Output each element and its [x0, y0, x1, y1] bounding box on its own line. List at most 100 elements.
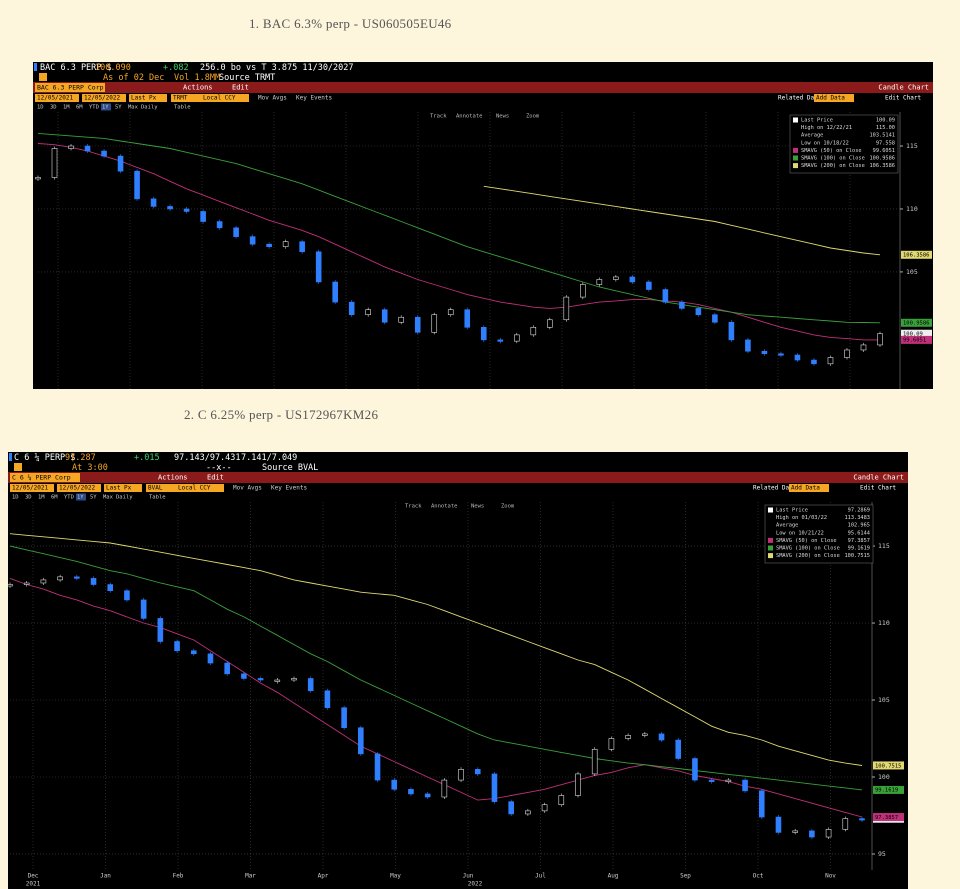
field-box — [82, 94, 126, 102]
period[interactable]: Max — [128, 105, 139, 111]
y-tick-label: 115 — [906, 142, 918, 150]
candle — [374, 753, 381, 781]
menu-button[interactable]: Actions — [183, 84, 213, 92]
candle — [497, 339, 504, 342]
x-tick-label: Mar — [245, 873, 256, 880]
field[interactable]: Last Px — [131, 95, 157, 102]
x-tick-label: Oct — [753, 873, 764, 880]
value-tag — [901, 318, 932, 327]
candle — [844, 349, 850, 358]
option: Key Events — [271, 485, 308, 492]
candle — [266, 243, 272, 248]
field[interactable]: 12/05/2021 — [12, 485, 49, 492]
candle — [307, 678, 314, 692]
legend — [789, 114, 899, 174]
period[interactable]: 3D — [25, 495, 32, 501]
field[interactable]: TRMT — [173, 95, 188, 102]
period[interactable]: 6M — [76, 105, 83, 111]
option: Key Events — [296, 95, 333, 102]
period[interactable]: YTD — [89, 105, 99, 111]
legend-swatch — [768, 507, 773, 513]
candle — [827, 357, 834, 365]
icon — [39, 73, 47, 81]
candle — [629, 276, 636, 283]
candle — [348, 301, 355, 316]
period-active — [76, 493, 86, 501]
value-tag-label: 106.3586 — [903, 253, 930, 259]
period[interactable]: 1M — [38, 495, 45, 501]
candle — [458, 769, 464, 781]
period[interactable]: YTD — [64, 495, 74, 501]
candle — [695, 308, 702, 316]
period[interactable]: Daily — [116, 495, 133, 501]
value-tag — [901, 335, 932, 344]
legend-value: 102.965 — [848, 523, 870, 529]
period[interactable]: 1D — [12, 495, 19, 501]
candle — [101, 150, 107, 157]
x-tick-label: May — [390, 873, 401, 880]
legend-label: High on 01/03/22 — [776, 515, 827, 521]
field[interactable]: Local CCY — [203, 95, 236, 102]
chart: C 6 ¼ PERP $97.287 +.015 97.143/97.431 7.14… — [8, 452, 908, 889]
field-box — [176, 484, 224, 492]
period[interactable]: 5Y — [115, 105, 122, 111]
y-tick-label: 110 — [878, 619, 890, 627]
field[interactable]: BVAL — [148, 485, 163, 492]
legend-label: Average — [801, 133, 823, 139]
chart-type: Candle Chart — [878, 84, 929, 92]
period[interactable]: Max — [103, 495, 114, 501]
legend-value: 100.09 — [876, 118, 895, 124]
menu-button[interactable]: Edit — [232, 84, 249, 92]
legend-value: 106.3586 — [869, 163, 895, 169]
period[interactable]: 1D — [37, 105, 44, 111]
moving-average-line — [9, 577, 863, 818]
value-tag-label: 100.7515 — [875, 763, 902, 769]
candle — [447, 309, 454, 316]
security: BAC 6.3 PERP Corp — [37, 84, 104, 92]
period[interactable]: 5Y — [90, 495, 97, 501]
caption: 2. C 6.25% perp - US172967KM26 — [184, 407, 379, 422]
field[interactable]: 12/05/2022 — [84, 95, 121, 102]
legend-value: 99.6051 — [873, 148, 895, 154]
period[interactable]: 6M — [51, 495, 58, 501]
y-tick-label: 105 — [878, 696, 890, 704]
field-box — [201, 94, 249, 102]
field[interactable]: Last Px — [106, 485, 132, 492]
field[interactable]: 12/05/2022 — [59, 485, 96, 492]
period[interactable]: 1Y — [77, 495, 84, 501]
legend-label: SMAVG (100) on Close — [776, 546, 840, 552]
period[interactable]: 1Y — [102, 105, 109, 111]
field[interactable]: 12/05/2021 — [37, 95, 74, 102]
y-tick-label: 95 — [878, 850, 886, 858]
field-box — [171, 94, 209, 102]
period[interactable]: Daily — [141, 105, 158, 111]
candle — [291, 678, 297, 681]
value-tag-label: 100.9586 — [903, 321, 930, 327]
security-box — [10, 473, 80, 482]
toolbar — [33, 82, 933, 93]
x-tick-label: Aug — [608, 873, 619, 880]
tool: Annotate — [431, 504, 458, 510]
candle — [642, 733, 648, 736]
candle — [725, 779, 732, 782]
legend-label: High on 12/22/21 — [801, 125, 852, 131]
candle — [365, 309, 371, 316]
candle — [157, 618, 164, 642]
field[interactable]: Local CCY — [178, 485, 211, 492]
period[interactable]: Table — [149, 495, 166, 501]
option: Mov Avgs — [233, 485, 262, 492]
period[interactable]: 3D — [50, 105, 57, 111]
period[interactable]: 1M — [63, 105, 70, 111]
candle — [692, 758, 698, 781]
candle — [580, 284, 586, 298]
candle — [563, 296, 570, 321]
x-tick-label: Nov — [825, 873, 836, 880]
candle — [8, 584, 13, 587]
x-tick-label: Jan — [100, 873, 111, 880]
menu-button[interactable]: Edit — [207, 474, 224, 482]
period[interactable]: Table — [174, 105, 191, 111]
menu-button[interactable]: Actions — [158, 474, 188, 482]
candle — [513, 334, 520, 342]
legend-swatch — [793, 163, 798, 169]
value-tag-label: 97.3857 — [875, 815, 898, 821]
